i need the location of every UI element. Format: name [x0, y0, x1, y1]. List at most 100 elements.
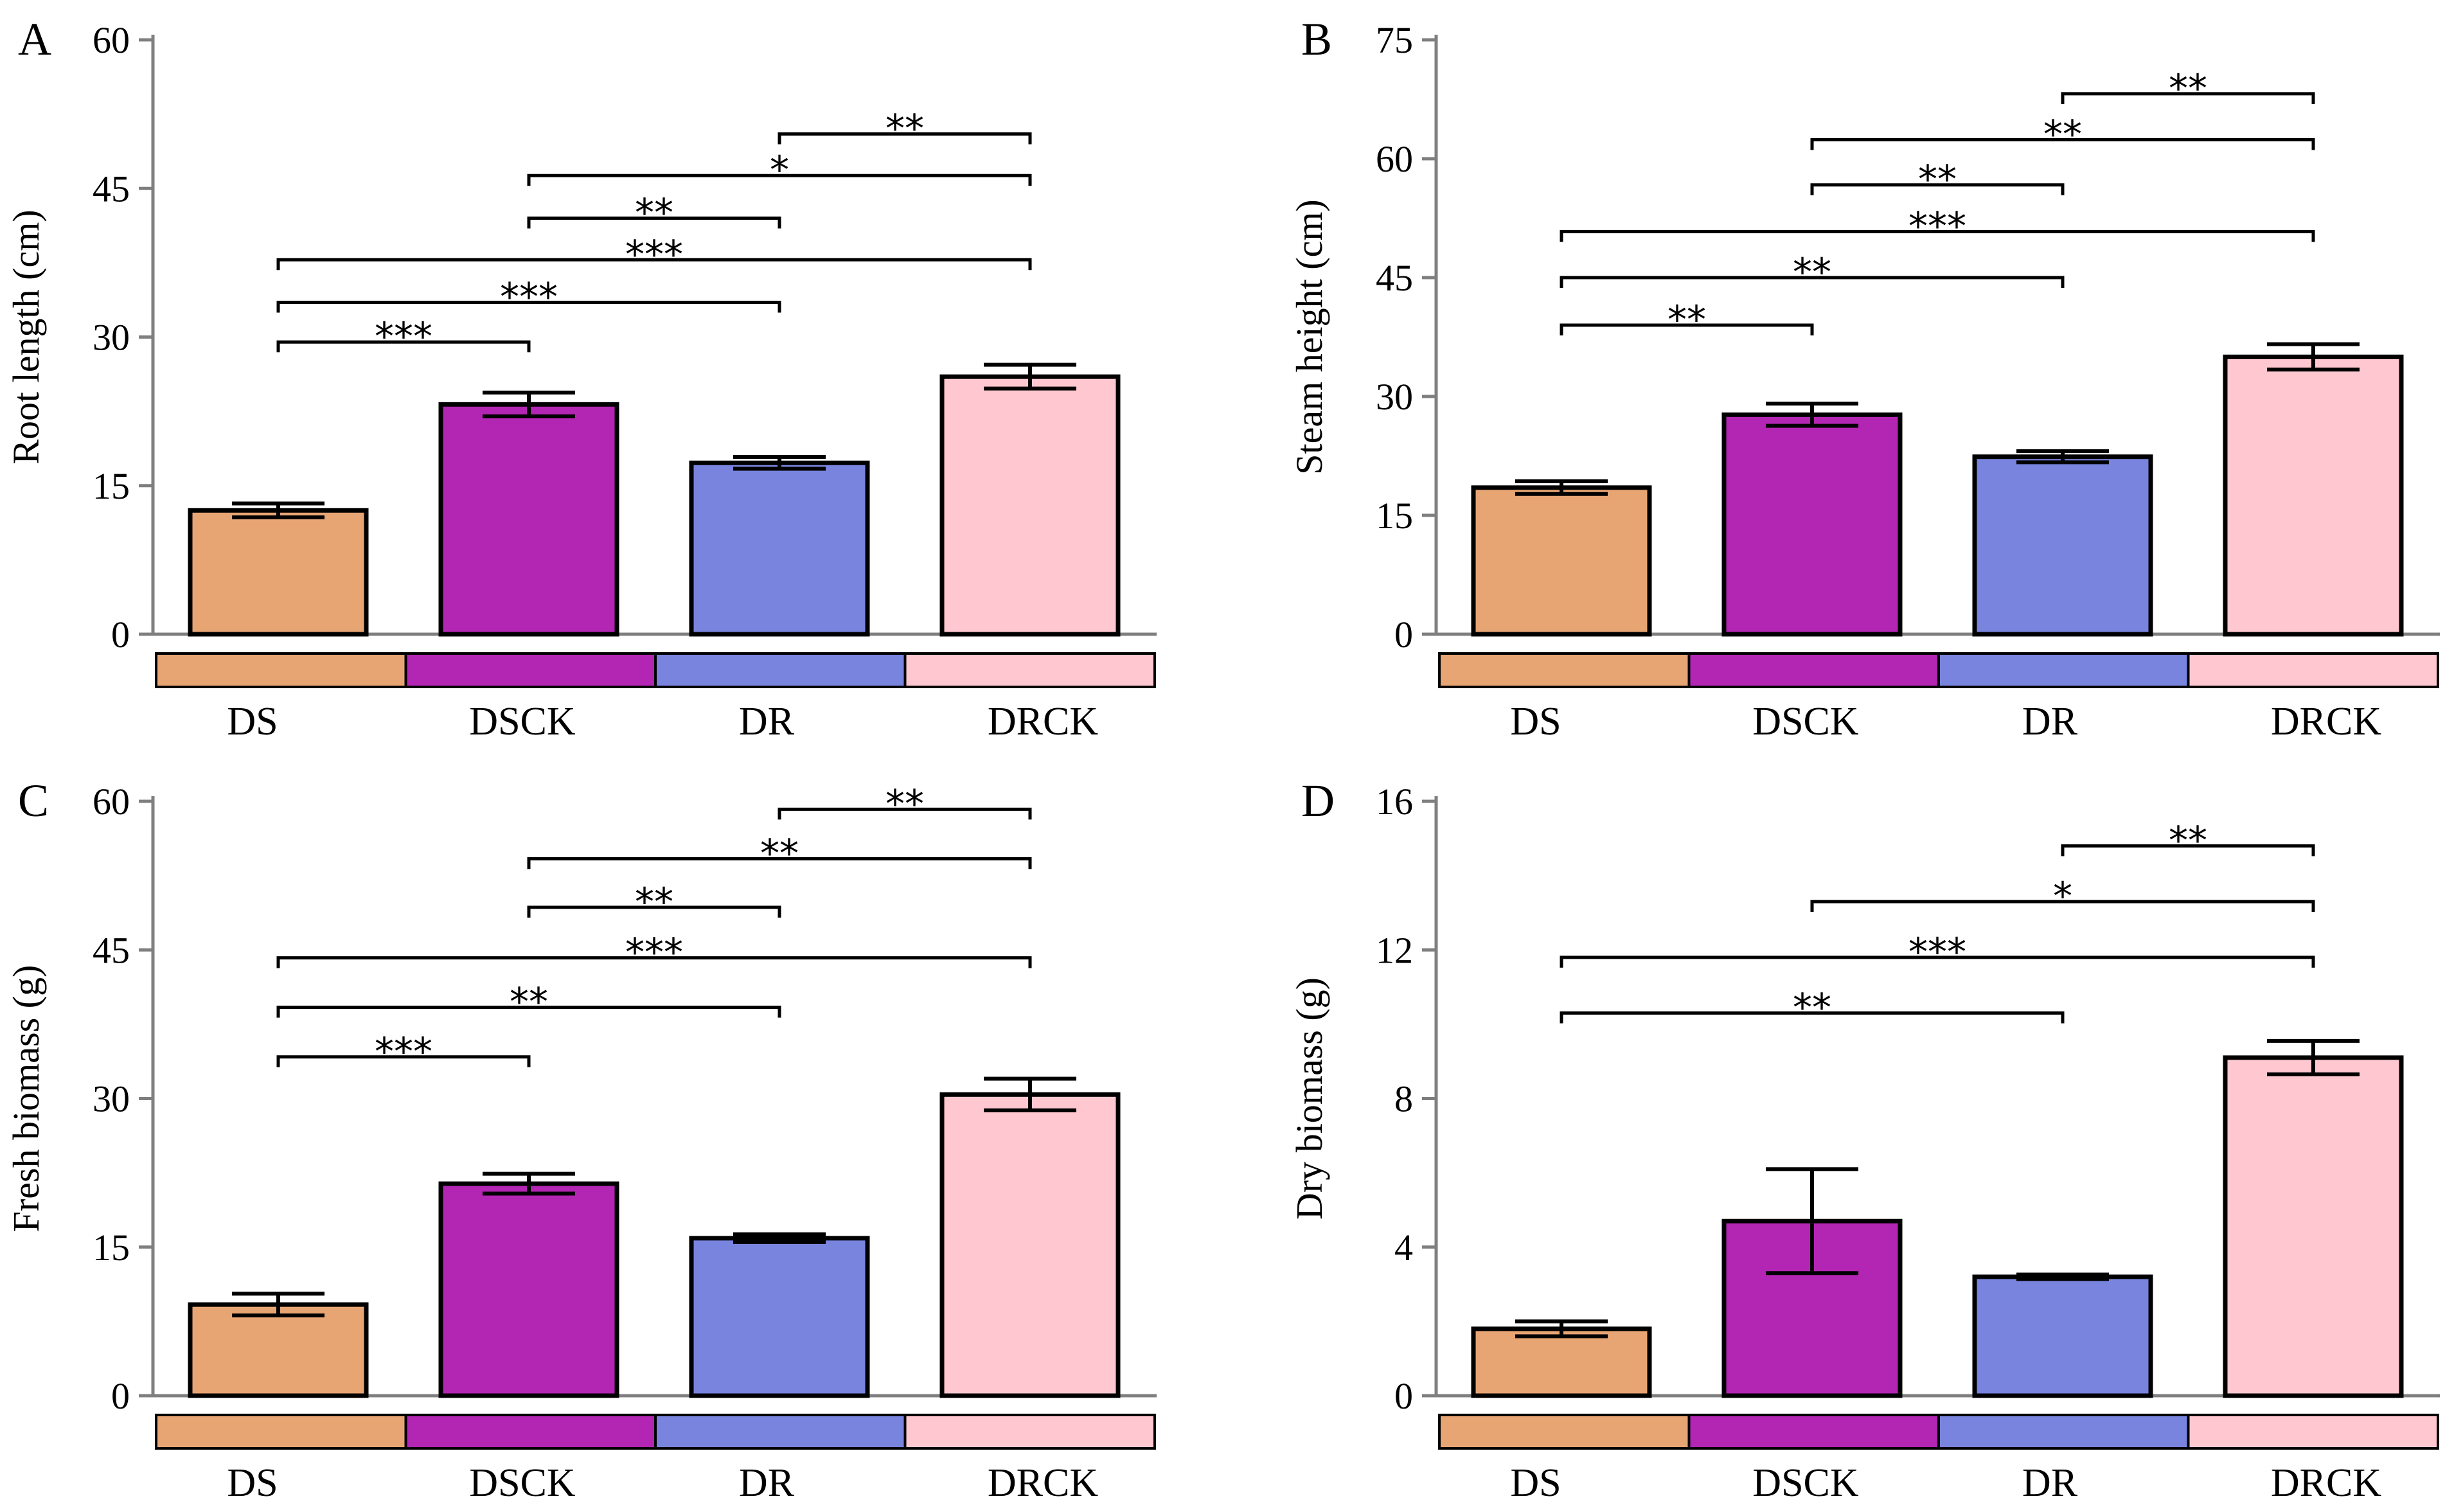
strip-dsck — [1687, 652, 1940, 688]
bar-ds — [188, 508, 369, 637]
category-label-drck: DRCK — [988, 700, 1098, 743]
category-label-ds: DS — [227, 700, 278, 743]
category-label-dsck: DSCK — [469, 1461, 576, 1505]
significance-bracket — [1560, 1011, 2065, 1024]
y-tick-label: 0 — [1394, 614, 1413, 655]
bar-drck — [2223, 1055, 2404, 1398]
significance-label: ** — [1918, 157, 1957, 202]
strip-dsck — [404, 1414, 657, 1450]
bar-ds — [1471, 485, 1652, 637]
category-label-ds: DS — [1510, 1461, 1561, 1505]
category-label-drck: DRCK — [2271, 700, 2381, 743]
y-axis-label: Steam height (cm) — [1288, 199, 1330, 474]
y-tick-label: 0 — [1394, 1375, 1413, 1417]
category-label-drck: DRCK — [2271, 1461, 2381, 1505]
strip-ds — [1438, 652, 1691, 688]
bar-dr — [1972, 1274, 2153, 1398]
significance-label: *** — [500, 275, 558, 320]
strip-dr — [654, 652, 907, 688]
category-label-dsck: DSCK — [1752, 1461, 1859, 1505]
y-tick-label: 15 — [93, 1227, 130, 1268]
y-tick-label: 30 — [93, 317, 130, 359]
significance-bracket — [276, 1055, 531, 1067]
y-tick-label: 60 — [93, 781, 130, 823]
significance-label: * — [2053, 874, 2072, 919]
significance-bracket — [276, 1006, 781, 1018]
y-tick-label: 30 — [93, 1078, 130, 1120]
category-label-dsck: DSCK — [469, 700, 576, 743]
category-label-dr: DR — [2022, 1461, 2078, 1505]
significance-bracket — [1560, 229, 2315, 242]
significance-label: ** — [1793, 986, 1831, 1031]
significance-label: ** — [2169, 818, 2207, 863]
bar-dsck — [438, 1181, 619, 1398]
significance-bracket — [1560, 276, 2065, 288]
significance-bracket — [1810, 138, 2315, 150]
panel-B: B Steam height (cm) 0 15 30 45 60 75 DS DSCK DR DRC… — [1288, 13, 2440, 743]
significance-bracket — [778, 807, 1032, 820]
category-label-dr: DR — [739, 1461, 795, 1505]
strip-drck — [2187, 1414, 2439, 1450]
bar-ds — [188, 1302, 369, 1398]
y-tick-label: 0 — [111, 614, 130, 655]
significance-label: ** — [1667, 298, 1706, 342]
strip-dr — [654, 1414, 907, 1450]
panel-label: B — [1301, 13, 1332, 65]
category-label-ds: DS — [227, 1461, 278, 1505]
significance-label: ** — [510, 980, 548, 1025]
strip-dr — [1937, 1414, 2190, 1450]
y-tick-label: 15 — [1376, 495, 1413, 537]
y-axis-label: Root length (cm) — [5, 209, 47, 464]
strip-dsck — [1687, 1414, 1940, 1450]
significance-label: *** — [1908, 204, 1966, 249]
significance-bracket — [527, 905, 781, 918]
category-label-dr: DR — [739, 700, 795, 743]
bar-drck — [2223, 354, 2404, 637]
strip-drck — [2187, 652, 2439, 688]
significance-label: *** — [625, 232, 683, 277]
y-tick-label: 45 — [1376, 257, 1413, 299]
strip-dr — [1937, 652, 2190, 688]
strip-drck — [903, 652, 1156, 688]
y-tick-label: 0 — [111, 1375, 130, 1417]
significance-bracket — [1810, 183, 2065, 195]
significance-label: ** — [2169, 66, 2207, 111]
y-tick-label: 45 — [93, 168, 130, 209]
significance-label: ** — [635, 191, 673, 236]
significance-label: *** — [375, 1029, 432, 1074]
y-tick-label: 75 — [1376, 19, 1413, 61]
significance-bracket — [276, 258, 1032, 271]
strip-ds — [155, 652, 407, 688]
y-tick-label: 16 — [1376, 781, 1413, 823]
bar-drck — [939, 1092, 1121, 1398]
category-label-dr: DR — [2022, 700, 2078, 743]
significance-label: *** — [625, 930, 683, 975]
y-tick-label: 45 — [93, 929, 130, 971]
panel-C: C Fresh biomass (g) 0 15 30 45 60 DS DSCK DR DRCK *… — [5, 775, 1157, 1505]
y-tick-label: 60 — [93, 19, 130, 61]
significance-label: ** — [1793, 250, 1831, 295]
significance-bracket — [527, 173, 1032, 186]
significance-label: ** — [635, 880, 673, 925]
significance-bracket — [1560, 956, 2315, 968]
significance-bracket — [527, 857, 1032, 869]
bar-dr — [689, 1236, 870, 1398]
significance-bracket — [778, 132, 1032, 145]
significance-label: ** — [2043, 112, 2082, 157]
significance-bracket — [527, 217, 781, 229]
significance-label: ** — [760, 831, 799, 876]
significance-label: *** — [375, 314, 432, 359]
y-tick-label: 8 — [1394, 1078, 1413, 1120]
y-axis-label: Dry biomass (g) — [1288, 977, 1330, 1220]
category-label-dsck: DSCK — [1752, 700, 1859, 743]
significance-label: * — [770, 148, 789, 193]
category-label-drck: DRCK — [988, 1461, 1098, 1505]
significance-bracket — [276, 301, 781, 313]
strip-dsck — [404, 652, 657, 688]
significance-bracket — [276, 956, 1032, 968]
significance-label: ** — [885, 781, 924, 826]
strip-ds — [155, 1414, 407, 1450]
panel-label: A — [18, 13, 51, 65]
